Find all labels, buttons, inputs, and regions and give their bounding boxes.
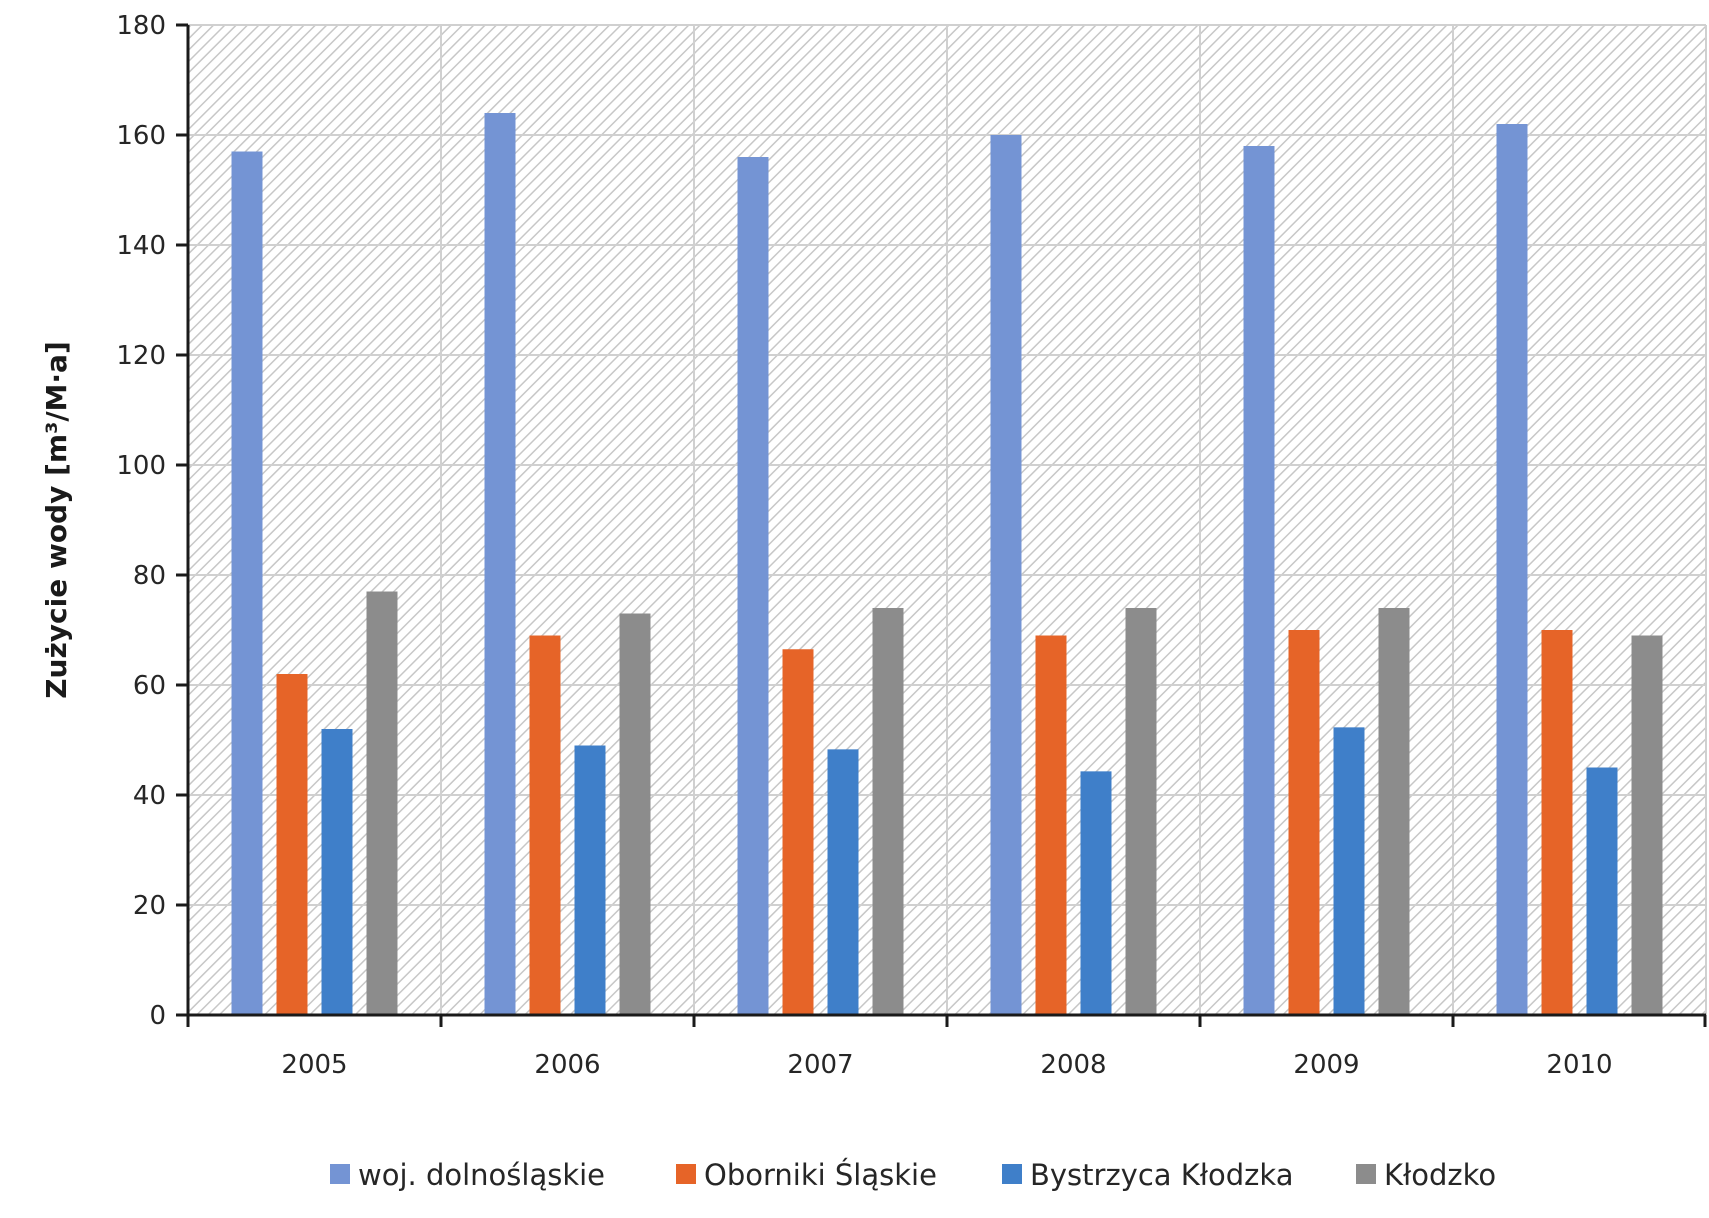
legend-swatch: [676, 1164, 696, 1184]
bar: [529, 635, 561, 1015]
y-tick-label: 20: [133, 891, 166, 921]
x-tick-label: 2010: [1546, 1050, 1612, 1080]
bar: [1080, 771, 1112, 1015]
bar: [827, 749, 859, 1015]
bar: [1378, 608, 1410, 1015]
gridlines: [188, 24, 1707, 1015]
bar: [990, 135, 1022, 1015]
bar: [1631, 635, 1663, 1015]
legend-swatch: [1356, 1164, 1376, 1184]
y-tick-label: 0: [149, 1001, 166, 1031]
bar: [1035, 635, 1067, 1015]
bar: [574, 745, 606, 1015]
y-tick-label: 100: [116, 451, 166, 481]
x-tick-label: 2007: [787, 1050, 853, 1080]
bar: [484, 113, 516, 1015]
bar: [366, 591, 398, 1015]
y-tick-label: 160: [116, 121, 166, 151]
y-tick-label: 180: [116, 11, 166, 41]
y-axis-title: Zużycie wody [m³/M·a]: [40, 341, 73, 699]
bar: [872, 608, 904, 1015]
bar: [782, 649, 814, 1015]
bar: [1586, 767, 1618, 1015]
legend-label: woj. dolnośląskie: [358, 1158, 605, 1192]
bar: [231, 151, 263, 1015]
x-tick-label: 2005: [281, 1050, 347, 1080]
x-tick-labels: 2005 2006 2007 2008 2009 2010: [281, 1050, 1612, 1080]
legend-swatch: [330, 1164, 350, 1184]
bar: [737, 157, 769, 1015]
bar: [276, 674, 308, 1015]
y-tick-labels: 0 20 40 60 80 100 120 140 160 180: [116, 11, 166, 1031]
y-tick-label: 60: [133, 671, 166, 701]
axes: [176, 23, 1707, 1027]
y-tick-label: 80: [133, 561, 166, 591]
legend-swatch: [1002, 1164, 1022, 1184]
y-tick-label: 40: [133, 781, 166, 811]
x-tick-label: 2008: [1040, 1050, 1106, 1080]
legend-label: Oborniki Śląskie: [704, 1158, 937, 1192]
x-tick-label: 2006: [534, 1050, 600, 1080]
bar: [1333, 727, 1365, 1015]
bar: [1243, 146, 1275, 1015]
bar: [1288, 630, 1320, 1015]
y-tick-label: 120: [116, 341, 166, 371]
legend-label: Kłodzko: [1384, 1158, 1496, 1192]
bar: [1541, 630, 1573, 1015]
legend: woj. dolnośląskie Oborniki Śląskie Bystrzy…: [330, 1158, 1496, 1192]
legend-label: Bystrzyca Kłodzka: [1030, 1158, 1293, 1192]
bars: [231, 113, 1663, 1015]
bar: [1125, 608, 1157, 1015]
bar: [321, 729, 353, 1015]
y-tick-label: 140: [116, 231, 166, 261]
bar: [619, 613, 651, 1015]
bar: [1496, 124, 1528, 1015]
x-tick-label: 2009: [1293, 1050, 1359, 1080]
